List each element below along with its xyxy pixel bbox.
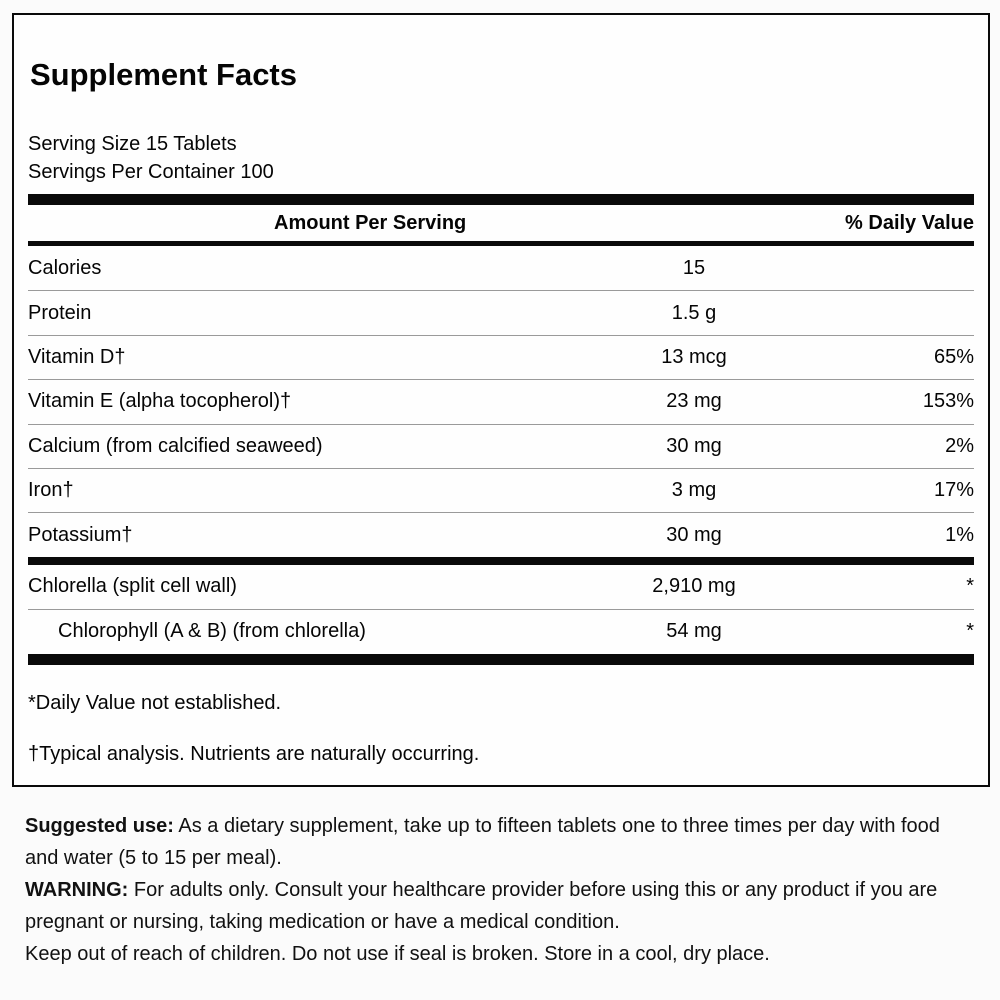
footnote-typical-analysis: †Typical analysis. Nutrients are natural… — [28, 742, 480, 765]
nutrient-daily-value: 17% — [933, 479, 974, 502]
table-row: Chlorella (split cell wall) 2,910 mg * — [28, 565, 974, 609]
footnote-daily-value: *Daily Value not established. — [28, 691, 282, 714]
table-row: Vitamin E (alpha tocopherol)† 23 mg 153% — [28, 379, 974, 423]
nutrient-daily-value: 153% — [922, 390, 974, 413]
nutrient-name: Potassium† — [28, 523, 133, 546]
servings-per-container: Servings Per Container 100 — [28, 161, 274, 183]
nutrient-name: Vitamin E (alpha tocopherol)† — [28, 390, 292, 413]
column-header-amount: Amount Per Serving — [274, 211, 467, 234]
botanical-rows: Chlorella (split cell wall) 2,910 mg * C… — [28, 565, 974, 654]
nutrient-amount: 30 mg — [666, 523, 722, 546]
nutrient-name: Iron† — [28, 479, 74, 502]
column-header-daily-value: % Daily Value — [845, 211, 974, 234]
nutrient-amount: 54 mg — [666, 620, 722, 643]
nutrient-daily-value: 65% — [933, 345, 974, 368]
table-row: Potassium† 30 mg 1% — [28, 512, 974, 556]
serving-info: Serving Size 15 Tablets Servings Per Con… — [28, 130, 974, 186]
nutrient-daily-value: 2% — [945, 434, 974, 457]
nutrient-amount: 2,910 mg — [652, 575, 736, 598]
nutrient-daily-value: * — [966, 575, 974, 598]
table-row: Chlorophyll (A & B) (from chlorella) 54 … — [28, 609, 974, 653]
table-row: Calories 15 — [28, 246, 974, 290]
nutrient-amount: 1.5 g — [671, 301, 717, 324]
nutrient-amount: 13 mcg — [661, 345, 727, 368]
serving-size: Serving Size 15 Tablets — [28, 133, 237, 155]
table-row: Calcium (from calcified seaweed) 30 mg 2… — [28, 423, 974, 468]
nutrient-name: Protein — [28, 301, 92, 324]
divider-thick-bottom — [28, 653, 974, 665]
storage-paragraph: Keep out of reach of children. Do not us… — [25, 943, 770, 965]
panel-title: Supplement Facts — [30, 57, 297, 92]
table-row: Iron† 3 mg 17% — [28, 467, 974, 512]
supplement-facts-panel: Supplement Facts Serving Size 15 Tablets… — [12, 13, 990, 787]
nutrient-rows: Calories 15 Protein 1.5 g Vitamin D† 13 … — [28, 246, 974, 557]
table-row: Protein 1.5 g — [28, 290, 974, 334]
info-block: Suggested use: As a dietary supplement, … — [25, 810, 977, 970]
suggested-use-text: As a dietary supplement, take up to fift… — [25, 815, 940, 869]
divider-header — [28, 241, 974, 246]
nutrient-amount: 30 mg — [666, 434, 722, 457]
warning-label: WARNING: — [25, 879, 129, 901]
nutrient-name: Vitamin D† — [28, 345, 126, 368]
warning-paragraph: WARNING: For adults only. Consult your h… — [25, 874, 977, 938]
nutrient-name: Chlorella (split cell wall) — [28, 575, 237, 598]
divider-thick-top — [28, 194, 974, 205]
warning-text: For adults only. Consult your healthcare… — [25, 879, 938, 933]
nutrient-daily-value: * — [966, 620, 974, 643]
table-row: Vitamin D† 13 mcg 65% — [28, 334, 974, 379]
suggested-use-paragraph: Suggested use: As a dietary supplement, … — [25, 810, 977, 874]
nutrient-name: Calcium (from calcified seaweed) — [28, 434, 323, 457]
footnotes: *Daily Value not established. †Typical a… — [28, 692, 974, 766]
nutrient-amount: 15 — [682, 256, 706, 279]
nutrient-name: Chlorophyll (A & B) (from chlorella) — [58, 620, 366, 643]
nutrient-amount: 3 mg — [671, 479, 717, 502]
divider-thick-middle — [28, 556, 974, 565]
suggested-use-label: Suggested use: — [25, 815, 174, 837]
nutrient-daily-value: 1% — [945, 523, 974, 546]
table-header: Amount Per Serving % Daily Value — [28, 205, 974, 241]
nutrient-amount: 23 mg — [666, 390, 722, 413]
nutrient-name: Calories — [28, 256, 102, 279]
